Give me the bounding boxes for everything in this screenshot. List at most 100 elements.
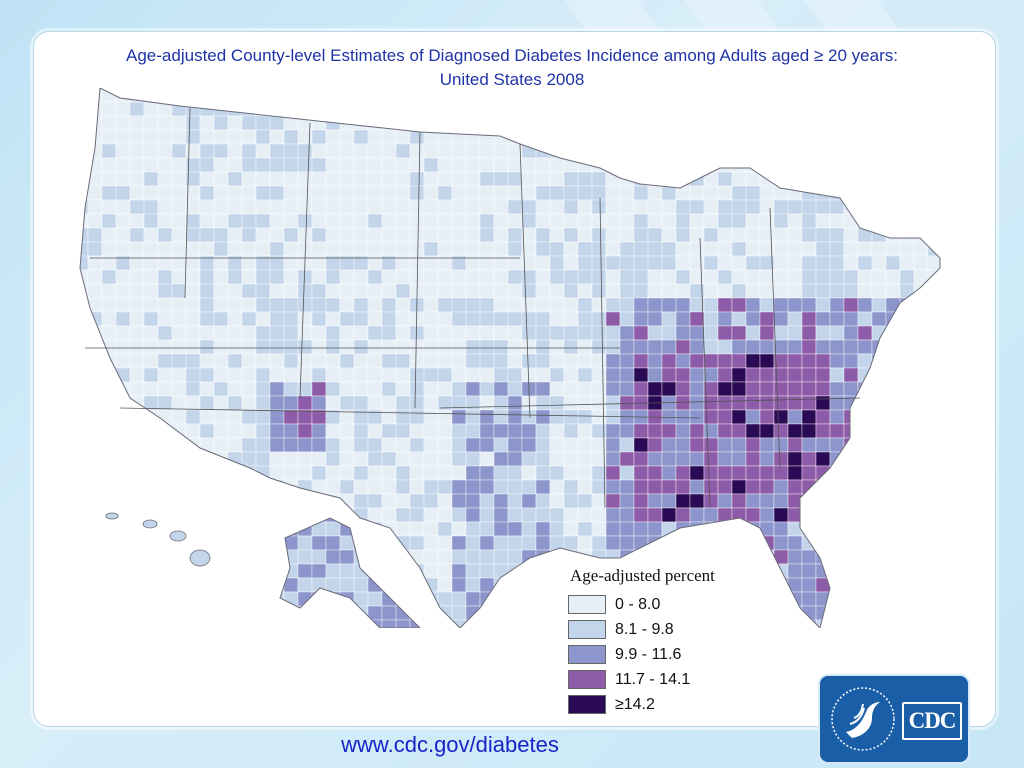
county-cell	[115, 157, 131, 173]
county-cell	[913, 255, 929, 271]
county-cell	[353, 339, 369, 355]
county-cell	[913, 563, 929, 579]
county-cell	[885, 171, 901, 187]
county-cell	[703, 549, 719, 565]
county-cell	[157, 479, 173, 495]
county-cell	[535, 115, 551, 131]
county-cell	[227, 325, 243, 341]
county-cell	[60, 102, 74, 116]
county-cell	[773, 129, 789, 145]
county-cell	[255, 591, 271, 607]
county-cell	[241, 199, 257, 215]
county-cell	[199, 535, 215, 551]
county-cell	[633, 437, 649, 453]
county-cell	[60, 396, 74, 410]
county-cell	[465, 199, 481, 215]
county-cell	[871, 241, 887, 257]
county-cell	[157, 143, 173, 159]
county-cell	[521, 605, 537, 621]
county-cell	[213, 283, 229, 299]
footer-link[interactable]: www.cdc.gov/diabetes	[341, 732, 559, 757]
county-cell	[87, 311, 103, 327]
county-cell	[675, 115, 691, 131]
legend-item: ≥14.2	[568, 692, 768, 717]
county-cell	[535, 605, 551, 621]
county-cell	[87, 101, 103, 117]
county-cell	[87, 381, 103, 397]
county-cell	[843, 619, 859, 628]
county-cell	[661, 423, 677, 439]
county-cell	[507, 199, 523, 215]
county-cell	[241, 143, 257, 159]
county-cell	[241, 507, 257, 523]
county-cell	[633, 297, 649, 313]
county-cell	[703, 325, 719, 341]
county-cell	[605, 241, 621, 257]
county-cell	[213, 507, 229, 523]
county-cell	[185, 465, 201, 481]
county-cell	[507, 591, 523, 607]
county-cell	[605, 535, 621, 551]
county-cell	[493, 577, 509, 593]
county-cell	[87, 297, 103, 313]
county-cell	[549, 269, 565, 285]
county-cell	[549, 479, 565, 495]
county-cell	[311, 451, 327, 467]
county-cell	[171, 395, 187, 411]
county-cell	[213, 311, 229, 327]
county-cell	[591, 395, 607, 411]
county-cell	[549, 297, 565, 313]
county-cell	[297, 325, 313, 341]
county-cell	[913, 437, 929, 453]
county-cell	[591, 283, 607, 299]
county-cell	[689, 143, 705, 159]
county-cell	[423, 101, 439, 117]
county-cell	[87, 353, 103, 369]
county-cell	[353, 325, 369, 341]
county-cell	[661, 297, 677, 313]
county-cell	[465, 507, 481, 523]
county-cell	[115, 185, 131, 201]
county-cell	[115, 605, 131, 621]
county-cell	[507, 283, 523, 299]
county-cell	[129, 185, 145, 201]
county-cell	[913, 101, 929, 117]
county-cell	[913, 619, 929, 628]
county-cell	[535, 143, 551, 159]
county-cell	[129, 353, 145, 369]
county-cell	[675, 143, 691, 159]
county-cell	[115, 269, 131, 285]
county-cell	[367, 549, 383, 565]
county-cell	[87, 269, 103, 285]
county-cell	[675, 437, 691, 453]
county-cell	[563, 353, 579, 369]
county-cell	[381, 451, 397, 467]
county-cell	[367, 129, 383, 145]
county-cell	[661, 381, 677, 397]
county-cell	[395, 157, 411, 173]
county-cell	[115, 143, 131, 159]
county-cell	[213, 619, 229, 628]
county-cell	[843, 339, 859, 355]
county-cell	[815, 409, 831, 425]
county-cell	[605, 367, 621, 383]
county-cell	[143, 367, 159, 383]
county-cell	[80, 437, 89, 453]
county-cell	[227, 101, 243, 117]
county-cell	[213, 88, 229, 103]
county-cell	[745, 255, 761, 271]
county-cell	[675, 255, 691, 271]
county-cell	[605, 129, 621, 145]
county-cell	[227, 115, 243, 131]
county-cell	[367, 465, 383, 481]
county-cell	[157, 521, 173, 537]
county-cell	[325, 619, 341, 628]
county-cell	[759, 213, 775, 229]
county-cell	[325, 199, 341, 215]
county-cell	[451, 283, 467, 299]
county-cell	[381, 577, 397, 593]
county-cell	[661, 171, 677, 187]
county-cell	[171, 577, 187, 593]
county-cell	[857, 115, 873, 131]
county-cell	[633, 451, 649, 467]
